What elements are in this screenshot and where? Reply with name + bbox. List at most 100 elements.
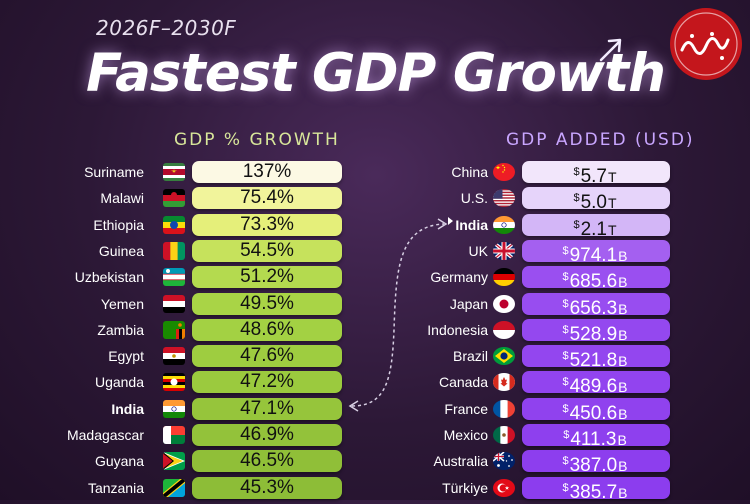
currency-symbol: $: [573, 166, 580, 178]
value-number: 2.1: [580, 218, 607, 240]
growth-bar: [192, 239, 342, 262]
growth-bar: [192, 266, 342, 289]
gdp-added-value-label: $385.7B: [520, 477, 670, 503]
gdp-added-row-mexico: Mexico $411.3B: [340, 424, 675, 450]
gdp-added-value-label: $5.7T: [520, 161, 670, 187]
growth-row-ethiopia: Ethiopia 73.3%: [0, 213, 360, 236]
value-number: 656.3: [569, 297, 618, 319]
uganda-flag: [163, 373, 185, 392]
value-unit: T: [607, 169, 617, 185]
country-label: Australia: [433, 453, 488, 470]
indonesia-flag: [493, 320, 515, 339]
growth-row-uganda: Uganda 47.2%: [0, 371, 360, 394]
suriname-flag: [163, 163, 185, 181]
value-unit: B: [617, 432, 627, 448]
egypt-flag: [163, 347, 185, 366]
value-number: 521.8: [569, 350, 618, 372]
growth-bar: [192, 424, 342, 446]
gdp-added-row-germany: Germany $685.6B: [340, 266, 675, 292]
guinea-flag: [163, 241, 185, 260]
uzbekistan-flag: [163, 268, 185, 287]
chart-title: Fastest GDP Growth: [86, 43, 666, 104]
gdp-added-row-india: India $2.1T: [340, 213, 675, 240]
currency-symbol: $: [563, 429, 570, 441]
value-number: 450.6: [569, 402, 618, 424]
gdp-added-bar: [522, 318, 670, 341]
value-unit: B: [618, 379, 628, 396]
tanzania-flag: [163, 478, 185, 497]
growth-bar: [192, 371, 342, 394]
gdp-added-value-label: $411.3B: [520, 424, 670, 450]
gdp-added-bar: [522, 239, 670, 262]
growth-row-madagascar: Madagascar 46.9%: [0, 424, 360, 446]
country-label: U.S.: [460, 190, 488, 207]
country-label: Brazil: [452, 348, 488, 365]
value-number: 685.6: [569, 271, 618, 293]
brazil-flag: [493, 347, 515, 366]
gdp-added-bar: [522, 266, 670, 289]
growth-arrow-icon: [599, 38, 622, 62]
currency-symbol: $: [573, 218, 580, 231]
currency-symbol: $: [562, 297, 569, 310]
malawi-flag: [163, 189, 185, 208]
gdp-added-row-brazil: Brazil $521.8B: [340, 345, 675, 371]
country-label: Suriname: [84, 164, 144, 180]
ethiopia-flag: [163, 215, 185, 234]
country-label: Zambia: [97, 321, 144, 338]
watermark-logo: [670, 8, 742, 80]
value-unit: B: [618, 405, 628, 422]
growth-row-guinea: Guinea 54.5%: [0, 239, 360, 262]
growth-value-label: 51.2%: [240, 266, 294, 288]
yemen-flag: [163, 294, 185, 313]
growth-value-label: 75.4%: [240, 187, 294, 209]
canada-flag: [493, 373, 515, 392]
country-label: France: [444, 400, 488, 417]
currency-symbol: $: [562, 244, 569, 257]
value-unit: B: [618, 247, 628, 264]
gdp-added-value-label: $656.3B: [520, 293, 670, 319]
country-label: Yemen: [100, 295, 144, 312]
growth-bar: [192, 450, 342, 473]
india-flag: [163, 399, 185, 418]
gdp-added-bar: [522, 476, 670, 499]
value-unit: T: [607, 221, 617, 238]
growth-row-tanzania: Tanzania 45.3%: [0, 476, 360, 499]
growth-row-uzbekistan: Uzbekistan 51.2%: [0, 266, 360, 289]
value-number: 385.7: [569, 481, 618, 503]
growth-bar: [192, 292, 342, 315]
growth-bar: [192, 345, 342, 368]
gdp-added-value-label: $489.6B: [520, 371, 670, 397]
growth-row-india: India 47.1%: [0, 397, 360, 420]
currency-symbol: $: [562, 271, 569, 284]
country-label: China: [451, 164, 488, 180]
growth-row-yemen: Yemen 49.5%: [0, 292, 360, 315]
growth-row-suriname: Suriname 137%: [0, 161, 360, 183]
growth-value-label: 48.6%: [240, 318, 294, 340]
gdp-added-value-label: $5.0T: [520, 187, 670, 213]
gdp-added-row-china: China $5.7T: [340, 161, 675, 187]
gdp-added-bar: [522, 450, 670, 473]
left-column-header: GDP % GROWTH: [174, 130, 340, 150]
country-label: Indonesia: [427, 321, 488, 338]
growth-row-zambia: Zambia 48.6%: [0, 318, 360, 341]
mexico-flag: [493, 426, 515, 444]
china-flag: [493, 163, 515, 181]
uk-flag: [493, 241, 515, 260]
country-label: Tanzania: [87, 479, 144, 496]
growth-bar: [192, 318, 342, 341]
turkiye-flag: [493, 478, 515, 497]
growth-value-label: 45.3%: [240, 476, 294, 498]
value-number: 974.1: [569, 244, 618, 266]
gdp-added-row-canada: Canada $489.6B: [340, 371, 675, 397]
guyana-flag: [163, 452, 185, 471]
gdp-added-bar: [522, 161, 670, 183]
gdp-added-value-label: $974.1B: [520, 240, 670, 266]
germany-flag: [493, 268, 515, 287]
currency-symbol: $: [562, 350, 569, 363]
value-number: 5.7: [580, 166, 607, 187]
madagascar-flag: [163, 426, 185, 444]
value-number: 528.9: [569, 323, 618, 345]
growth-bar: [192, 161, 342, 183]
growth-bar: [192, 476, 342, 499]
growth-value-label: 73.3%: [240, 213, 294, 235]
